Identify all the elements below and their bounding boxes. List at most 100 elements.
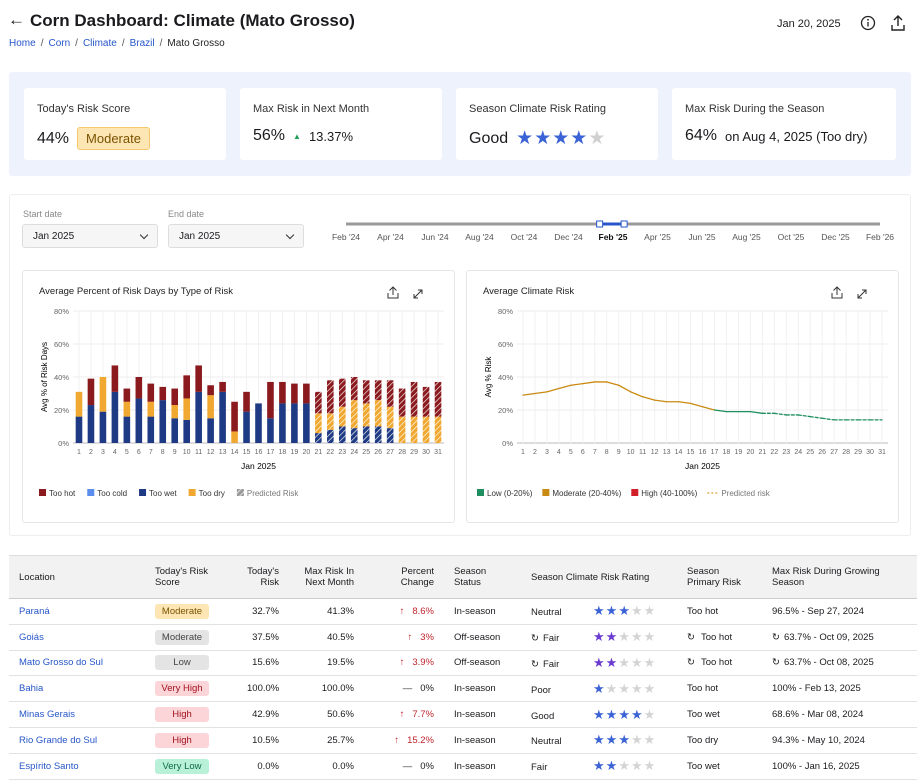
cell: Minas Gerais (9, 701, 145, 728)
chart-title: Average Percent of Risk Days by Type of … (39, 286, 233, 297)
range-handle[interactable] (620, 220, 628, 228)
location-link[interactable]: Bahia (19, 683, 44, 695)
breadcrumbs: Home / Corn / Climate / Brazil / Mato Grosso (9, 38, 225, 49)
column-header: Max Risk In Next Month (289, 555, 364, 599)
cell: 25.7% (289, 727, 364, 754)
location-link[interactable]: Mato Grosso do Sul (19, 657, 103, 669)
star: ★ (593, 706, 606, 722)
today-risk: 32.7% (252, 605, 279, 617)
cell: 68.6% - Mar 08, 2024 (762, 701, 917, 728)
location-link[interactable]: Rio Grande do Sul (19, 734, 98, 746)
cell: Too wet (677, 701, 762, 728)
location-link[interactable]: Paraná (19, 605, 50, 617)
location-link[interactable]: Espírito Santo (19, 760, 79, 772)
x-tick-label: 9 (617, 449, 621, 456)
x-tick-label: 4 (557, 449, 561, 456)
info-icon[interactable] (860, 15, 876, 31)
rating-label: Neutral (531, 607, 562, 619)
breadcrumb[interactable]: Climate (82, 38, 117, 49)
kpi-value-row: 56% ▲ 13.37% (253, 127, 429, 145)
timeline-label: Oct '25 (778, 232, 805, 242)
cell: ↑ 3.9% (364, 650, 444, 677)
timeline-label: Apr '25 (644, 232, 671, 242)
y-tick-label: 20% (498, 406, 513, 415)
x-tick-label: 8 (161, 449, 165, 456)
back-icon[interactable]: ← (8, 10, 25, 29)
star: ★ (588, 128, 607, 149)
x-tick-label: 16 (699, 449, 707, 456)
cell: Neutral ★★★★★ (521, 598, 677, 625)
star: ★ (618, 680, 631, 696)
risk-badge: Moderate (77, 127, 150, 150)
bar-segment (183, 398, 190, 420)
bar-chart: Average Percent of Risk Days by Type of … (39, 286, 444, 498)
export-icon[interactable] (831, 286, 843, 299)
x-tick-label: 5 (569, 449, 573, 456)
max-next-month: 40.5% (327, 631, 354, 643)
star: ★ (516, 128, 535, 149)
max-next-month: 25.7% (327, 734, 354, 746)
star: ★ (630, 758, 644, 774)
x-tick-label: 6 (581, 449, 585, 456)
line-segment (821, 417, 835, 421)
x-tick-label: 25 (806, 449, 814, 456)
season-status: In-season (454, 605, 496, 617)
forecast-icon: ↻ (772, 657, 780, 669)
y-tick-label: 80% (498, 307, 513, 316)
cell: In-season (444, 727, 521, 754)
cell: Goiás (9, 624, 145, 651)
range-handle[interactable] (596, 220, 604, 228)
max-season: 100% - Jan 16, 2025 (772, 760, 860, 772)
line-segment (534, 391, 548, 395)
share-icon[interactable] (890, 14, 906, 32)
breadcrumb[interactable]: Brazil (129, 38, 155, 49)
x-tick-label: 18 (279, 449, 287, 456)
cell: ↑ 15.2% (364, 727, 444, 754)
bar-segment (123, 388, 131, 402)
legend-swatch (542, 489, 550, 496)
bar-segment (362, 403, 370, 427)
cell: Espírito Santo (9, 753, 145, 780)
x-tick-label: 17 (711, 449, 719, 456)
bar-segment (159, 386, 167, 401)
stars: ★★★★★ (593, 603, 656, 618)
stars: ★★★★★ (593, 629, 656, 644)
breadcrumb[interactable]: Corn (48, 38, 71, 49)
season-status: Off-season (454, 631, 501, 643)
bar-segment (207, 395, 214, 419)
expand-icon[interactable] (857, 289, 867, 299)
bar-segment (291, 383, 298, 404)
expand-icon[interactable] (413, 289, 423, 299)
cell: 100% - Jan 16, 2025 (762, 753, 917, 780)
location-link[interactable]: Goiás (19, 631, 44, 643)
x-tick-label: 7 (593, 449, 597, 456)
filters-and-charts: Start date Jan 2025 End date Jan 2025 Fe… (9, 194, 911, 536)
start-select[interactable]: Jan 2025 (22, 224, 158, 248)
bar-segment (338, 406, 346, 427)
bar-segment (123, 416, 131, 443)
change-value: 13.37% (308, 128, 354, 144)
bar-segment (422, 416, 430, 443)
cell: 94.3% - May 10, 2024 (762, 727, 917, 754)
export-icon[interactable] (387, 286, 399, 299)
stars: ★★★★★ (516, 127, 606, 150)
bar-segment (207, 418, 214, 443)
breadcrumb[interactable]: Home (9, 38, 36, 49)
timeline-label: Oct '24 (511, 232, 538, 242)
percent-change: 3.9% (412, 657, 434, 669)
kpi-value-row: 44% Moderate (37, 127, 213, 150)
star: ★ (618, 629, 631, 645)
timeline[interactable]: Feb '24 Apr '24 Jun '24 Aug '24 Oct '24 Dec '… (330, 219, 900, 249)
timeline-label: Dec '25 (821, 232, 850, 242)
x-tick-label: 24 (350, 449, 358, 456)
x-tick-label: 7 (149, 449, 153, 456)
end-select[interactable]: Jan 2025 (168, 224, 304, 248)
location-link[interactable]: Minas Gerais (19, 709, 75, 721)
kpi-value: 56% (253, 127, 286, 144)
primary-risk: Too dry (687, 734, 719, 746)
rating-label: Neutral (531, 736, 562, 748)
star: ★ (592, 629, 606, 645)
star: ★ (643, 629, 657, 645)
separator: / (159, 38, 163, 49)
